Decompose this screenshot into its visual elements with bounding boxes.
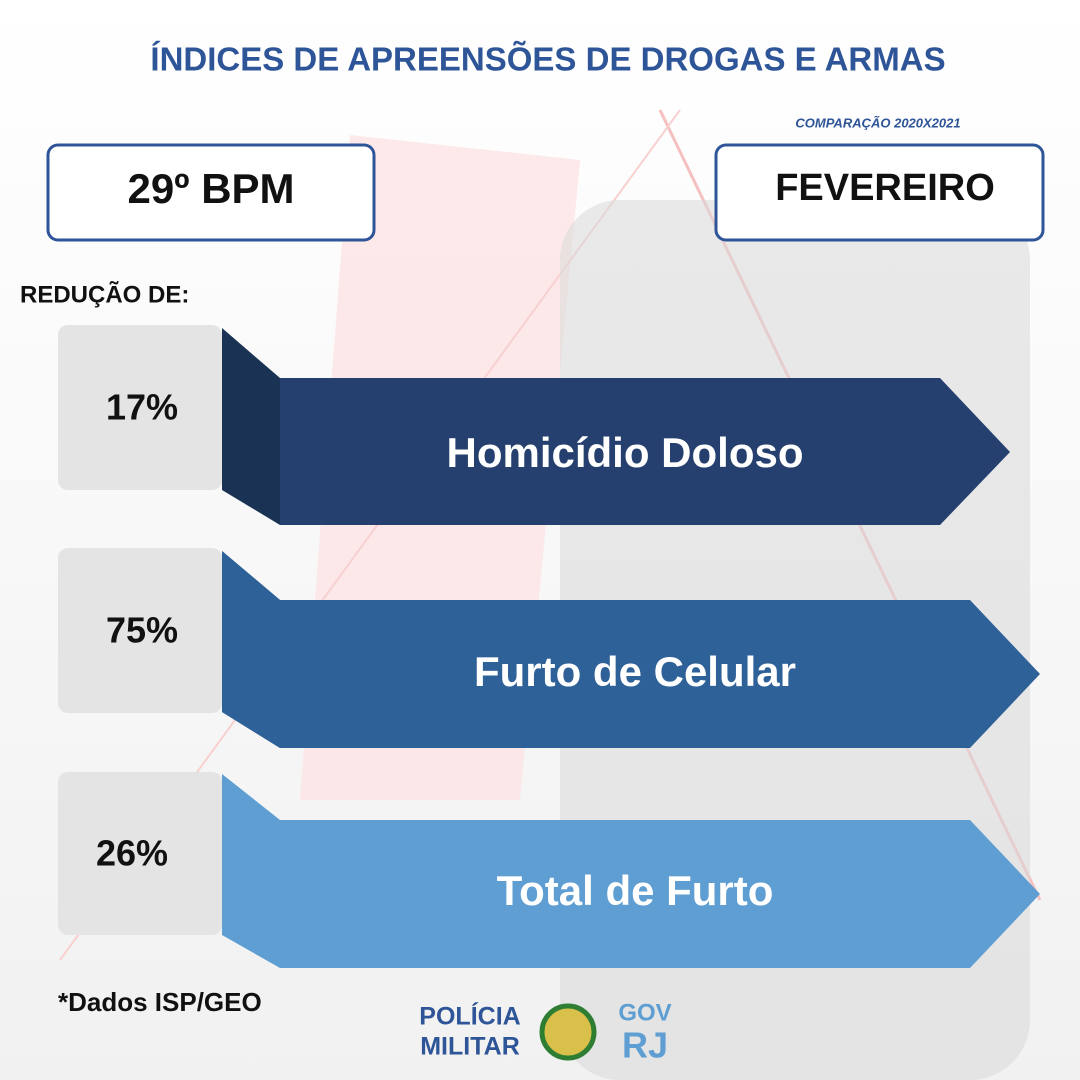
intro: REDUÇÃO DE: [20, 280, 189, 308]
item: 75% Furto de Celular [58, 548, 1040, 748]
item-label: Homicídio Doloso [447, 429, 804, 476]
item-label: Furto de Celular [474, 648, 796, 695]
item-value: 26% [96, 833, 168, 874]
value-box [58, 325, 222, 490]
emblem [539, 1003, 597, 1061]
unit: 29º BPM [127, 165, 294, 212]
value-box [58, 548, 222, 713]
title: ÍNDICES DE APREENSÕES DE DROGAS E ARMAS [150, 41, 945, 78]
logo-text: MILITAR [420, 1033, 520, 1061]
item: 26% Total de Furto [58, 772, 1040, 968]
footnote: *Dados ISP/GEO [58, 987, 262, 1017]
subtitle: COMPARAÇÃO 2020X2021 [795, 115, 960, 130]
month-box [714, 143, 1045, 242]
logo-state: RJ [622, 1025, 668, 1066]
logo-gov: GOV [618, 999, 671, 1026]
item: 17% Homicídio Doloso [58, 325, 1010, 525]
banner [222, 551, 1040, 748]
item-value: 75% [106, 610, 178, 651]
banner [280, 378, 1010, 525]
banner [222, 774, 1040, 968]
month: FEVEREIRO [775, 167, 995, 209]
value-box [58, 772, 222, 935]
fold [222, 328, 280, 525]
unit-box [46, 143, 376, 242]
logo-text: POLÍCIA [419, 1002, 520, 1031]
item-value: 17% [106, 387, 178, 428]
item-label: Total de Furto [497, 867, 774, 914]
